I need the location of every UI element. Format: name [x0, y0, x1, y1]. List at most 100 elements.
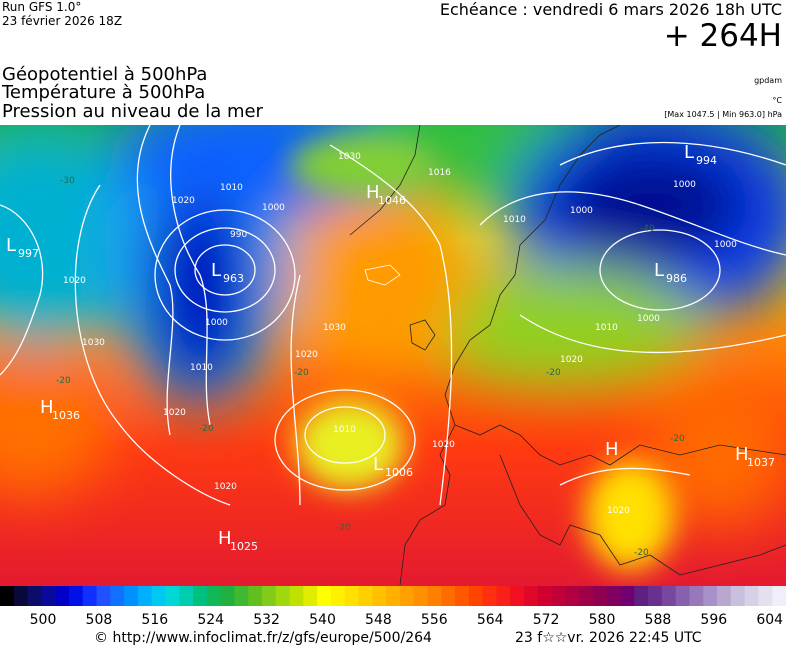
colorbar-swatch [27, 586, 42, 606]
isobar-label: 1010 [595, 323, 618, 333]
colorbar-label: 572 [533, 612, 560, 628]
unit-label: °C [772, 96, 782, 105]
colorbar-swatch [427, 586, 442, 606]
footer-url: © http://www.infoclimat.fr/z/gfs/europe/… [94, 630, 432, 646]
field-title: Température à 500hPa [2, 82, 206, 103]
colorbar-swatch [0, 586, 15, 606]
colorbar-swatch [330, 586, 346, 606]
isobar-label: 1020 [432, 440, 455, 450]
isobar-label: 1010 [503, 215, 526, 225]
isobar-label: 1000 [673, 180, 696, 190]
temperature-label: -40 [640, 224, 655, 234]
colorbar-swatch [372, 586, 387, 606]
colorbar-swatch [689, 586, 704, 606]
colorbar-swatch [606, 586, 622, 606]
isobar-label: 1020 [163, 408, 186, 418]
colorbar-label: 564 [477, 612, 504, 628]
colorbar-swatch [289, 586, 304, 606]
colorbar-swatch [565, 586, 580, 606]
footer-timestamp: 23 f☆☆vr. 2026 22:45 UTC [515, 630, 702, 646]
colorbar-label: 540 [309, 612, 336, 628]
colorbar-swatch [399, 586, 415, 606]
center-value: 986 [666, 272, 687, 285]
colorbar-swatch [620, 586, 635, 606]
lead-time: + 264H [663, 18, 782, 54]
colorbar-swatch [303, 586, 318, 606]
colorbar-swatch [82, 586, 98, 606]
colorbar-swatch [413, 586, 428, 606]
colorbar-swatch [68, 586, 84, 606]
isobar-label: 1000 [262, 203, 285, 213]
isobar-label: 1030 [323, 323, 346, 333]
center-letter: H [40, 397, 54, 418]
colorbar-swatch [275, 586, 291, 606]
colorbar-label: 532 [253, 612, 280, 628]
colorbar-swatch [193, 586, 208, 606]
colorbar-swatch [441, 586, 456, 606]
colorbar-swatch [179, 586, 194, 606]
colorbar-label: 604 [756, 612, 783, 628]
center-letter: H [366, 182, 380, 203]
isobars [0, 125, 786, 506]
colorbar-swatch [234, 586, 249, 606]
colorbar-swatch [730, 586, 746, 606]
colorbar-label: 508 [86, 612, 113, 628]
center-letter: L [373, 454, 383, 475]
colorbar-swatch [468, 586, 484, 606]
isobar-label: 1030 [82, 338, 105, 348]
colorbar-swatch [703, 586, 718, 606]
center-letter: L [654, 260, 664, 281]
center-letter: L [211, 260, 221, 281]
colorbar-swatch [124, 586, 139, 606]
colorbar-swatch [248, 586, 263, 606]
temperature-label: -20 [546, 368, 561, 378]
isobar-label: 1010 [333, 425, 356, 435]
colorbar-swatch [262, 586, 277, 606]
center-value: 997 [18, 247, 39, 260]
temperature-label: -20 [56, 376, 71, 386]
cold-pools [290, 135, 675, 570]
colorbar-swatch [648, 586, 663, 606]
colorbar-swatch [772, 586, 786, 606]
run-label: Run GFS 1.0° [2, 0, 82, 14]
colorbar-swatch [592, 586, 608, 606]
run-date: 23 février 2026 18Z [2, 14, 123, 28]
colorbar-swatch [758, 586, 773, 606]
center-value: 1046 [378, 194, 406, 207]
isobar-label: 1000 [714, 240, 737, 250]
center-value: 1025 [230, 540, 258, 553]
isobar-label: 1010 [190, 363, 213, 373]
colorbar-label: 524 [197, 612, 224, 628]
isobar-label: 1020 [214, 482, 237, 492]
colorbar-label: 548 [365, 612, 392, 628]
isobar-label: 1010 [220, 183, 243, 193]
center-letter: H [218, 528, 232, 549]
colorbar-swatch [344, 586, 360, 606]
isobar-label: 1016 [428, 168, 451, 178]
isobar-label: 1020 [172, 196, 195, 206]
colorbar-swatch [661, 586, 677, 606]
colorbar-swatch [634, 586, 649, 606]
center-value: 1037 [747, 456, 775, 469]
colorbar-swatch [96, 586, 111, 606]
colorbar-swatch [220, 586, 235, 606]
center-letter: H [605, 439, 619, 460]
colorbar-label: 580 [589, 612, 616, 628]
colorbar-swatch [675, 586, 690, 606]
colorbar-swatch [537, 586, 553, 606]
field-title: Géopotentiel à 500hPa [2, 64, 208, 85]
isobar-label: 1000 [637, 314, 660, 324]
center-value: 1036 [52, 409, 80, 422]
isobar-label: 990 [230, 230, 247, 240]
isobar-label: 1000 [205, 318, 228, 328]
colorbar-swatch [41, 586, 56, 606]
colorbar-label: 556 [421, 612, 448, 628]
colorbar-swatch [551, 586, 566, 606]
center-letter: H [735, 444, 749, 465]
colorbar-swatch [358, 586, 373, 606]
colorbar-swatch [137, 586, 153, 606]
center-letter: L [6, 235, 16, 256]
